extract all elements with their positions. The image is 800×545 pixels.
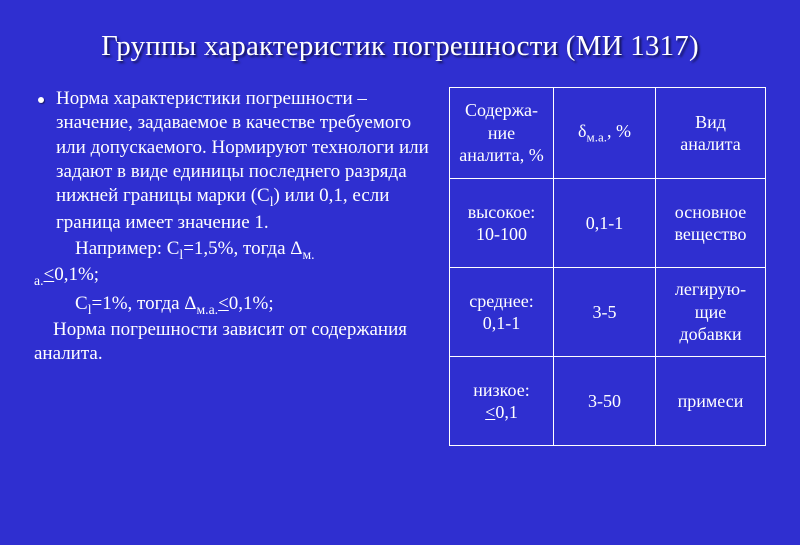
cell-type: основноевещество [656, 179, 766, 268]
paragraph-2: Например: Cl=1,5%, тогда Δм. [56, 237, 431, 263]
slide-content: Норма характеристики погрешности – значе… [34, 87, 766, 446]
th-delta: δм.а., % [554, 88, 656, 179]
bullet-item: Норма характеристики погрешности – значе… [34, 87, 431, 235]
cell-content: низкое:<0,1 [450, 357, 554, 446]
table-row: среднее:0,1-1 3-5 легирую-щиедобавки [450, 268, 766, 357]
paragraph-4: Норма погрешности зависит от содержания … [34, 318, 431, 367]
paragraph-2b: а.<0,1%; [34, 263, 431, 289]
cell-type: примеси [656, 357, 766, 446]
th-content: Содержа-ниеаналита, % [450, 88, 554, 179]
table-header-row: Содержа-ниеаналита, % δм.а., % Виданалит… [450, 88, 766, 179]
table-row: высокое:10-100 0,1-1 основноевещество [450, 179, 766, 268]
cell-content: высокое:10-100 [450, 179, 554, 268]
bullet-icon [38, 97, 44, 103]
cell-content: среднее:0,1-1 [450, 268, 554, 357]
th-type: Виданалита [656, 88, 766, 179]
cell-type: легирую-щиедобавки [656, 268, 766, 357]
bullet-text: Норма характеристики погрешности – значе… [56, 87, 431, 235]
cell-delta: 0,1-1 [554, 179, 656, 268]
cell-delta: 3-50 [554, 357, 656, 446]
table-row: низкое:<0,1 3-50 примеси [450, 357, 766, 446]
slide: Группы характеристик погрешности (МИ 131… [0, 0, 800, 545]
paragraph-3: Cl=1%, тогда Δм.а.<0,1%; [56, 292, 431, 318]
left-column: Норма характеристики погрешности – значе… [34, 87, 431, 446]
analyte-table: Содержа-ниеаналита, % δм.а., % Виданалит… [449, 87, 766, 446]
slide-title: Группы характеристик погрешности (МИ 131… [34, 30, 766, 63]
cell-delta: 3-5 [554, 268, 656, 357]
right-column: Содержа-ниеаналита, % δм.а., % Виданалит… [449, 87, 766, 446]
